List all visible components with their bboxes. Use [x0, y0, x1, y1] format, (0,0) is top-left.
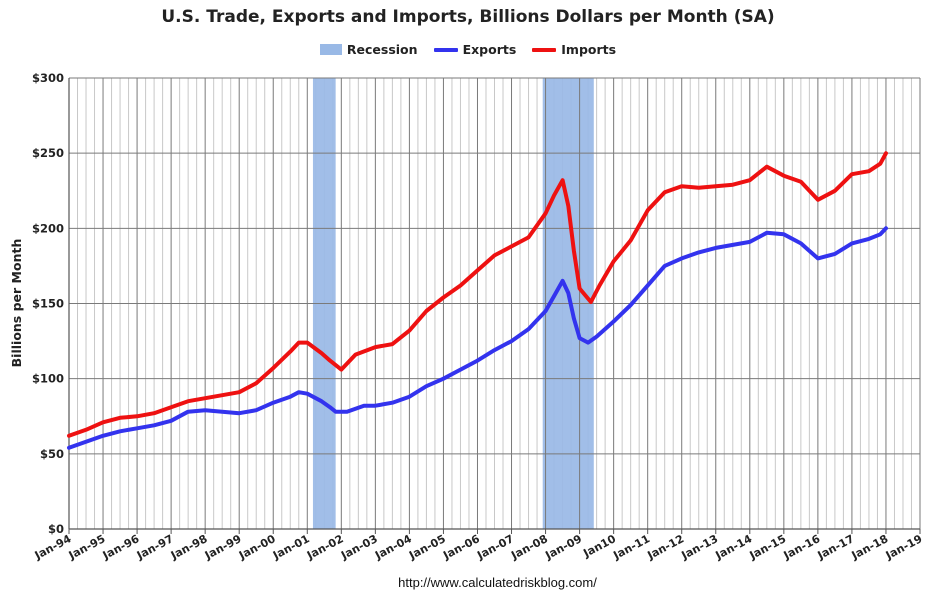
x-tick-label: Jan-00	[236, 532, 278, 563]
y-tick-label: $200	[32, 221, 64, 235]
series-exports-line	[67, 226, 888, 450]
y-tick-label: $300	[32, 71, 64, 85]
y-tick-label: $0	[48, 522, 64, 536]
x-tick-label: Jan-02	[304, 532, 346, 562]
x-tick-labels: Jan-94Jan-95Jan-96Jan-97Jan-98Jan-99Jan-…	[32, 532, 925, 563]
y-tick-label: $150	[32, 297, 64, 311]
x-tick-label: Jan-96	[100, 532, 142, 563]
x-tick-label: Jan10	[580, 532, 618, 560]
x-tick-label: Jan-11	[610, 532, 652, 562]
x-tick-label: Jan-03	[338, 532, 380, 562]
imports-swatch	[532, 47, 557, 52]
x-tick-label: Jan-98	[168, 532, 210, 562]
x-tick-label: Jan-07	[474, 532, 516, 562]
x-tick-label: Jan-04	[372, 532, 414, 563]
legend: Recession Exports Imports	[0, 42, 936, 57]
x-tick-label: Jan-08	[508, 532, 550, 562]
series-imports-line	[67, 151, 888, 438]
series-lines	[67, 151, 888, 450]
x-tick-label: Jan-14	[713, 532, 755, 563]
source-url: http://www.calculatedriskblog.com/	[398, 575, 597, 590]
x-tick-label: Jan-12	[645, 532, 687, 562]
x-tick-label: Jan-09	[542, 532, 584, 562]
y-axis-label: Billions per Month	[9, 239, 24, 368]
y-tick-label: $250	[32, 146, 64, 160]
x-tick-label: Jan-97	[134, 532, 176, 562]
exports-swatch	[433, 47, 458, 52]
y-tick-label: $100	[32, 372, 64, 386]
x-tick-label: Jan-94	[32, 532, 74, 563]
legend-label-imports: Imports	[561, 42, 617, 57]
recession-swatch	[319, 44, 342, 55]
x-tick-label: Jan-19	[883, 532, 925, 562]
x-tick-label: Jan-18	[849, 532, 891, 562]
axes	[68, 78, 921, 534]
x-tick-label: Jan-17	[815, 532, 857, 562]
x-tick-label: Jan-05	[406, 532, 448, 562]
y-tick-label: $50	[40, 447, 64, 461]
x-tick-label: Jan-13	[679, 532, 721, 562]
x-tick-label: Jan-16	[781, 532, 823, 563]
legend-label-recession: Recession	[346, 42, 418, 57]
legend-item-imports: Imports	[532, 42, 616, 57]
legend-item-recession: Recession	[319, 42, 418, 57]
x-tick-label: Jan-01	[270, 532, 312, 562]
legend-label-exports: Exports	[462, 42, 517, 57]
x-tick-label: Jan-99	[202, 532, 244, 562]
x-tick-label: Jan-15	[747, 532, 789, 562]
y-tick-labels: $0 $50 $100 $150 $200 $250 $300	[32, 71, 64, 536]
x-tick-label: Jan-95	[66, 532, 108, 562]
x-tick-label: Jan-06	[440, 532, 482, 563]
legend-item-exports: Exports	[433, 42, 517, 57]
chart-title: U.S. Trade, Exports and Imports, Billion…	[161, 7, 775, 27]
